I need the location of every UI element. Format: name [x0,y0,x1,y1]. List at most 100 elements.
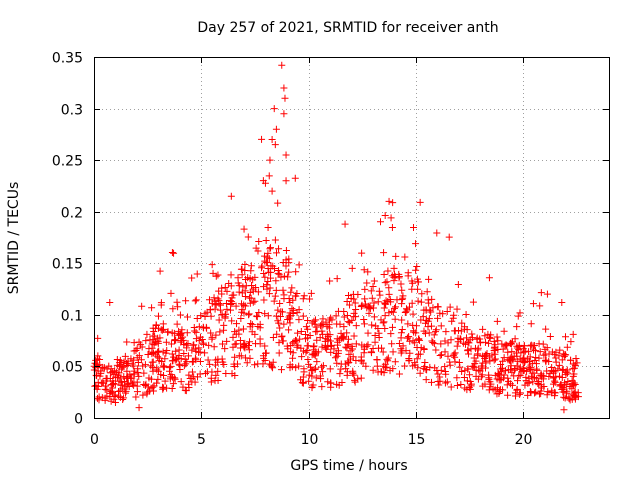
data-point [413,262,421,270]
data-point [288,284,296,292]
y-axis: 0 0.05 0.1 0.15 0.2 0.25 0.3 0.35 [52,51,609,428]
data-point [308,319,316,327]
data-point [195,337,203,345]
data-point [540,351,548,359]
data-point [363,279,371,287]
data-point [148,358,156,366]
data-point [432,346,440,354]
data-point [148,350,156,358]
data-point [108,384,116,392]
data-point [240,309,248,317]
data-point [399,294,407,302]
data-point [408,299,416,307]
data-point [542,356,550,364]
data-point [261,342,269,350]
data-point [190,373,198,381]
data-point [510,352,518,360]
data-point [434,303,442,311]
data-point [233,360,241,368]
data-point [569,390,577,398]
data-point [382,300,390,308]
data-point [390,277,398,285]
data-point [367,287,375,295]
data-point [341,220,349,228]
data-point [271,292,279,300]
data-point [261,273,269,281]
data-point [166,364,174,372]
data-point [514,312,522,320]
data-point [123,338,131,346]
data-point [513,385,521,393]
data-point [185,383,193,391]
data-point [500,354,508,362]
data-point [209,269,217,277]
data-point [307,289,315,297]
data-point [369,283,377,291]
data-point [130,356,138,364]
data-point [154,312,162,320]
data-point [508,348,516,356]
data-point [276,324,284,332]
data-point [542,325,550,333]
data-point [531,347,539,355]
data-point [223,287,231,295]
data-point [215,316,223,324]
data-point [278,332,286,340]
data-point [430,331,438,339]
data-point [235,288,243,296]
data-point [280,291,288,299]
data-point [283,342,291,350]
data-point [116,374,124,382]
data-point [274,317,282,325]
data-point [364,329,372,337]
data-point [246,288,254,296]
data-point [447,336,455,344]
data-point [170,249,178,257]
data-point [367,348,375,356]
data-point [358,341,366,349]
data-point [274,199,282,207]
data-point [467,345,475,353]
data-point [387,330,395,338]
data-point [405,355,413,363]
data-point [208,299,216,307]
data-point [328,341,336,349]
data-point [327,348,335,356]
data-point [272,312,280,320]
data-point [147,375,155,383]
data-point [214,271,222,279]
data-point [514,377,522,385]
data-point [464,338,472,346]
data-point [428,295,436,303]
data-point [556,382,564,390]
data-point [451,358,459,366]
data-point [381,279,389,287]
data-point [300,347,308,355]
data-point [519,364,527,372]
data-point [267,244,275,252]
data-point [375,329,383,337]
data-point [205,341,213,349]
data-point [366,305,374,313]
data-point [445,233,453,241]
data-point [349,369,357,377]
data-point [372,322,380,330]
data-point [196,348,204,356]
data-point [521,347,529,355]
data-point [219,340,226,348]
data-point [558,386,566,394]
data-point [462,311,470,319]
data-point [260,269,268,277]
data-point [298,379,306,387]
data-point [385,309,393,317]
data-point [310,342,318,350]
data-point [374,368,382,376]
data-point [312,323,320,331]
data-point [228,317,236,325]
data-point [246,294,254,302]
data-point [391,358,399,366]
data-point [103,392,111,400]
data-point [288,363,296,371]
data-point [561,394,569,402]
data-point [140,369,148,377]
